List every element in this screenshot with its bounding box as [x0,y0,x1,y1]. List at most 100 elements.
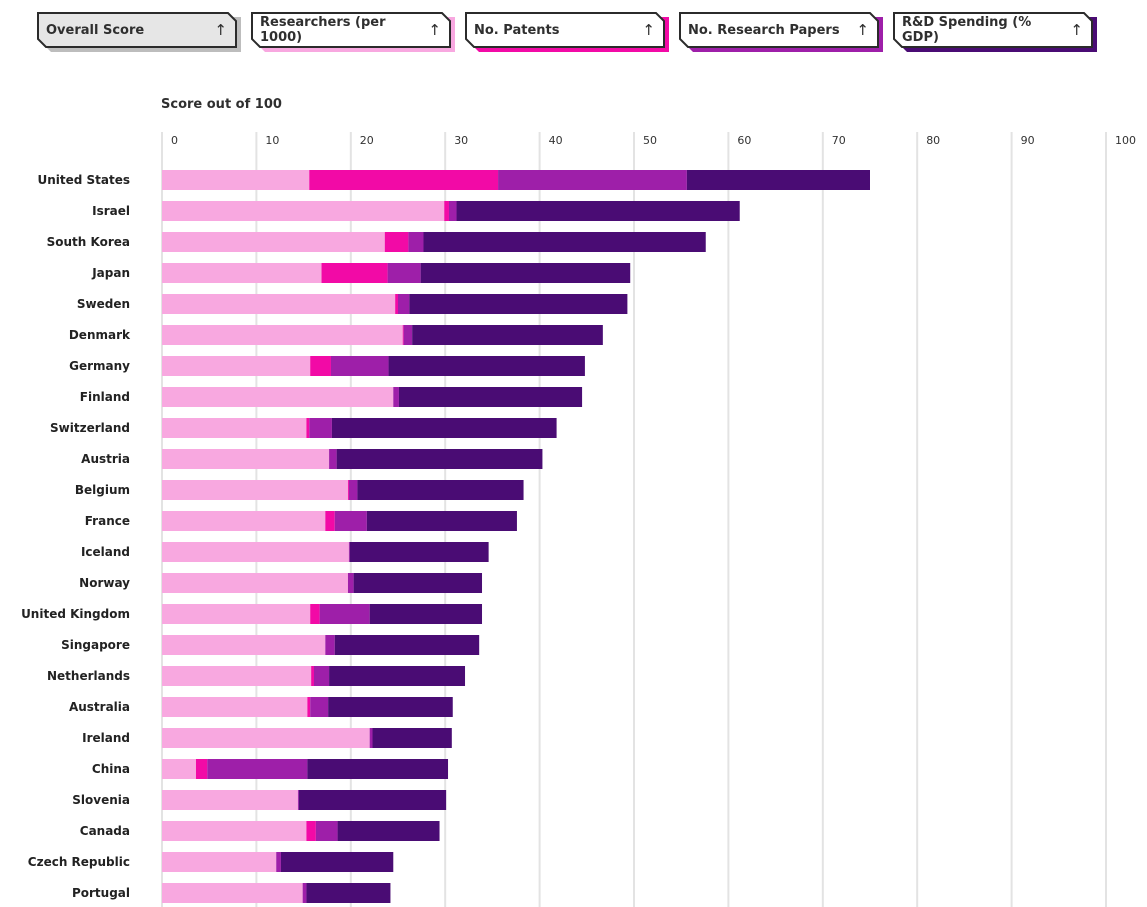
bar-segment-no-research-papers[interactable]: Japan — No. Research Papers: 3.5 [387,263,421,283]
sort-button-no-patents[interactable]: No. Patents ↑ [465,12,665,48]
bar-segment-researchers-per-1000[interactable]: Germany — Researchers (per 1000): 15.7 [162,356,311,376]
bar-segment-no-research-papers[interactable]: United Kingdom — No. Research Papers: 5.… [319,604,370,624]
bar-segment-no-patents[interactable]: Sweden — No. Patents: 0.3 [395,294,398,314]
bar-segment-no-research-papers[interactable]: Singapore — No. Research Papers: 1 [325,635,335,655]
bar-segment-researchers-per-1000[interactable]: Denmark — Researchers (per 1000): 25.5 [162,325,403,345]
bar-segment-r-d-spending-gdp[interactable]: Israel — R&D Spending (% GDP): 30 [456,201,740,221]
bar-segment-r-d-spending-gdp[interactable]: Portugal — R&D Spending (% GDP): 8.9 [306,883,391,903]
bar-segment-researchers-per-1000[interactable]: South Korea — Researchers (per 1000): 23… [162,232,385,252]
bar-segment-researchers-per-1000[interactable]: Slovenia — Researchers (per 1000): 14.4 [162,790,298,810]
bar-segment-no-research-papers[interactable]: Canada — No. Research Papers: 2.3 [315,821,338,841]
bar-segment-no-patents[interactable]: Australia — No. Patents: 0.3 [307,697,311,717]
bar-segment-no-patents[interactable]: Canada — No. Patents: 1 [306,821,316,841]
bar-segment-r-d-spending-gdp[interactable]: Germany — R&D Spending (% GDP): 20.8 [388,356,585,376]
bar-segment-r-d-spending-gdp[interactable]: France — R&D Spending (% GDP): 15.9 [366,511,517,531]
bar-segment-r-d-spending-gdp[interactable]: Belgium — R&D Spending (% GDP): 17.6 [357,480,524,500]
bar-segment-researchers-per-1000[interactable]: Australia — Researchers (per 1000): 15.4 [162,697,308,717]
country-label: Japan [91,266,130,280]
bar-segment-no-patents[interactable]: Netherlands — No. Patents: 0.3 [311,666,314,686]
bar-segment-r-d-spending-gdp[interactable]: Sweden — R&D Spending (% GDP): 23.1 [409,294,628,314]
bar-segment-no-research-papers[interactable]: Netherlands — No. Research Papers: 1.6 [313,666,330,686]
bar-segment-no-patents[interactable]: United Kingdom — No. Patents: 1 [310,604,320,624]
bar-segment-no-patents[interactable]: United States — No. Patents: 20 [309,170,499,190]
bar-segment-researchers-per-1000[interactable]: Singapore — Researchers (per 1000): 17.3 [162,635,326,655]
x-tick-label: 60 [737,134,751,147]
x-tick-label: 70 [832,134,846,147]
bar-segment-researchers-per-1000[interactable]: Finland — Researchers (per 1000): 24.5 [162,387,394,407]
bar-segment-researchers-per-1000[interactable]: China — Researchers (per 1000): 3.6 [162,759,196,779]
sort-button-no-research-papers[interactable]: No. Research Papers ↑ [679,12,879,48]
bar-segment-no-research-papers[interactable]: Germany — No. Research Papers: 6.1 [330,356,389,376]
country-label: Austria [81,452,130,466]
bar-segment-r-d-spending-gdp[interactable]: Netherlands — R&D Spending (% GDP): 14.4 [329,666,466,686]
bar-segment-r-d-spending-gdp[interactable]: United States — R&D Spending (% GDP): 19… [686,170,870,190]
bar-segment-no-research-papers[interactable]: Switzerland — No. Research Papers: 2.4 [309,418,332,438]
x-tick-label: 90 [1021,134,1035,147]
country-label: Israel [92,204,130,218]
bar-segment-r-d-spending-gdp[interactable]: Ireland — R&D Spending (% GDP): 8.4 [372,728,452,748]
country-label: Norway [79,576,130,590]
bar-segment-no-patents[interactable]: South Korea — No. Patents: 2.5 [384,232,409,252]
sort-button-r-d-spending-gdp[interactable]: R&D Spending (% GDP) ↑ [893,12,1093,48]
bar-segment-no-patents[interactable]: Denmark — No. Patents: 0.1 [402,325,404,345]
bar-segment-r-d-spending-gdp[interactable]: Denmark — R&D Spending (% GDP): 20.2 [412,325,603,345]
bar-segment-researchers-per-1000[interactable]: United States — Researchers (per 1000): … [162,170,310,190]
bar-segment-researchers-per-1000[interactable]: Canada — Researchers (per 1000): 15.3 [162,821,307,841]
bar-segment-researchers-per-1000[interactable]: Belgium — Researchers (per 1000): 19.7 [162,480,348,500]
bar-segment-researchers-per-1000[interactable]: Sweden — Researchers (per 1000): 24.7 [162,294,396,314]
bar-segment-no-research-papers[interactable]: Belgium — No. Research Papers: 0.9 [348,480,358,500]
country-label: Finland [80,390,130,404]
bar-segment-r-d-spending-gdp[interactable]: Iceland — R&D Spending (% GDP): 14.7 [349,542,489,562]
bar-segment-no-patents[interactable]: Israel — No. Patents: 0.5 [444,201,449,221]
country-label: Czech Republic [28,855,130,869]
bar-segment-researchers-per-1000[interactable]: Austria — Researchers (per 1000): 17.7 [162,449,330,469]
bar-segment-r-d-spending-gdp[interactable]: Finland — R&D Spending (% GDP): 19.4 [398,387,583,407]
bar-segment-no-research-papers[interactable]: Israel — No. Research Papers: 0.8 [448,201,457,221]
bar-segment-researchers-per-1000[interactable]: Japan — Researchers (per 1000): 16.9 [162,263,322,283]
bar-segment-no-research-papers[interactable]: Denmark — No. Research Papers: 0.9 [403,325,413,345]
bar-segment-no-research-papers[interactable]: United States — No. Research Papers: 20 [498,170,687,190]
bar-segment-r-d-spending-gdp[interactable]: Switzerland — R&D Spending (% GDP): 23.8 [331,418,557,438]
x-tick-label: 80 [926,134,940,147]
bar-segment-no-research-papers[interactable]: Czech Republic — No. Research Papers: 0.… [276,852,281,872]
bar-segment-no-patents[interactable]: Germany — No. Patents: 2.2 [310,356,331,376]
bar-segment-no-patents[interactable]: Japan — No. Patents: 7 [321,263,388,283]
bar-segment-no-research-papers[interactable]: Slovenia — No. Research Papers: 0.1 [297,790,299,810]
bar-segment-researchers-per-1000[interactable]: France — Researchers (per 1000): 17.3 [162,511,326,531]
bar-segment-no-research-papers[interactable]: France — No. Research Papers: 3.4 [334,511,367,531]
bar-segment-r-d-spending-gdp[interactable]: Czech Republic — R&D Spending (% GDP): 1… [280,852,394,872]
bar-segment-no-research-papers[interactable]: South Korea — No. Research Papers: 1.6 [408,232,424,252]
bar-segment-no-patents[interactable]: France — No. Patents: 1 [325,511,335,531]
bar-segment-r-d-spending-gdp[interactable]: Australia — R&D Spending (% GDP): 13.2 [328,697,453,717]
bar-segment-no-patents[interactable]: China — No. Patents: 1.2 [195,759,208,779]
bar-segment-no-research-papers[interactable]: Iceland — No. Research Papers: 0.1 [348,542,350,562]
bar-segment-no-patents[interactable]: Belgium — No. Patents: 0.1 [347,480,349,500]
bar-segment-no-research-papers[interactable]: Portugal — No. Research Papers: 0.4 [302,883,307,903]
bar-segment-r-d-spending-gdp[interactable]: Slovenia — R&D Spending (% GDP): 15.6 [298,790,447,810]
bar-segment-no-research-papers[interactable]: Sweden — No. Research Papers: 1.2 [398,294,410,314]
bar-segment-no-research-papers[interactable]: China — No. Research Papers: 10.6 [207,759,308,779]
bar-segment-r-d-spending-gdp[interactable]: South Korea — R&D Spending (% GDP): 29.9 [423,232,706,252]
bar-segment-no-research-papers[interactable]: Norway — No. Research Papers: 0.6 [347,573,354,593]
bar-segment-r-d-spending-gdp[interactable]: China — R&D Spending (% GDP): 14.9 [307,759,449,779]
bar-segment-researchers-per-1000[interactable]: Ireland — Researchers (per 1000): 22 [162,728,370,748]
bar-segment-researchers-per-1000[interactable]: Portugal — Researchers (per 1000): 14.9 [162,883,303,903]
bar-segment-r-d-spending-gdp[interactable]: Japan — R&D Spending (% GDP): 22.2 [420,263,631,283]
bar-segment-researchers-per-1000[interactable]: Switzerland — Researchers (per 1000): 15… [162,418,307,438]
bar-segment-no-research-papers[interactable]: Finland — No. Research Papers: 0.6 [393,387,399,407]
bar-segment-researchers-per-1000[interactable]: Israel — Researchers (per 1000): 29.9 [162,201,445,221]
bar-segment-r-d-spending-gdp[interactable]: United Kingdom — R&D Spending (% GDP): 1… [369,604,483,624]
bar-segment-no-research-papers[interactable]: Austria — No. Research Papers: 0.8 [329,449,337,469]
bar-segment-researchers-per-1000[interactable]: Czech Republic — Researchers (per 1000):… [162,852,277,872]
bar-segment-researchers-per-1000[interactable]: United Kingdom — Researchers (per 1000):… [162,604,311,624]
bar-segment-no-research-papers[interactable]: Ireland — No. Research Papers: 0.3 [369,728,373,748]
bar-segment-r-d-spending-gdp[interactable]: Canada — R&D Spending (% GDP): 10.8 [337,821,440,841]
bar-segment-no-patents[interactable]: Switzerland — No. Patents: 0.3 [306,418,310,438]
bar-segment-r-d-spending-gdp[interactable]: Norway — R&D Spending (% GDP): 13.6 [353,573,483,593]
bar-segment-no-research-papers[interactable]: Australia — No. Research Papers: 1.9 [310,697,329,717]
bar-segment-r-d-spending-gdp[interactable]: Singapore — R&D Spending (% GDP): 15.3 [334,635,480,655]
bar-segment-r-d-spending-gdp[interactable]: Austria — R&D Spending (% GDP): 21.8 [336,449,543,469]
bar-segment-researchers-per-1000[interactable]: Netherlands — Researchers (per 1000): 15… [162,666,312,686]
bar-segment-researchers-per-1000[interactable]: Norway — Researchers (per 1000): 19.7 [162,573,348,593]
bar-segment-researchers-per-1000[interactable]: Iceland — Researchers (per 1000): 19.8 [162,542,349,562]
